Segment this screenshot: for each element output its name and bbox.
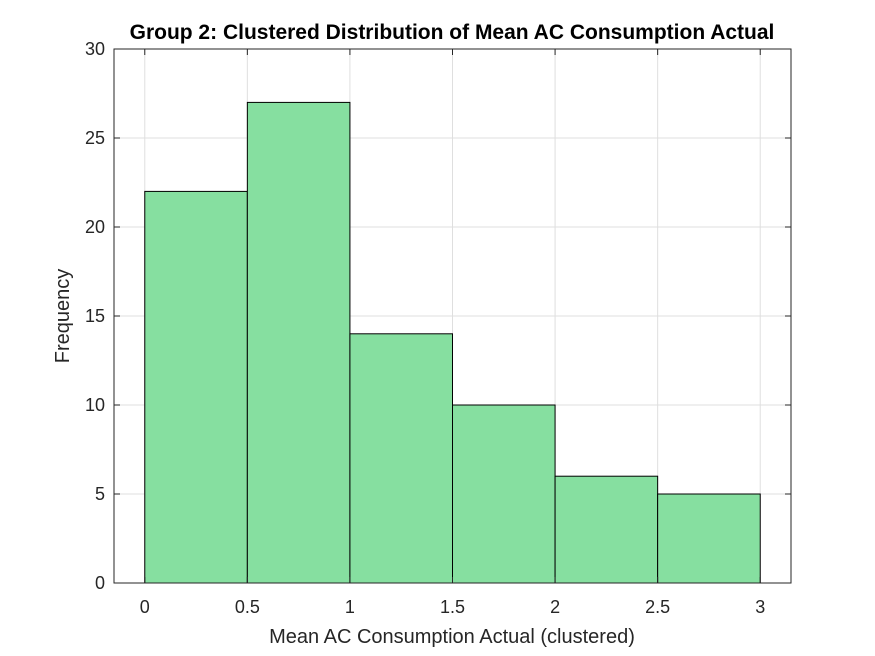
histogram-bar-1 <box>246 101 351 584</box>
histogram-bar-0 <box>144 190 248 584</box>
y-tick-label-0: 0 <box>95 573 105 593</box>
histogram-bar-2 <box>349 333 454 584</box>
histogram-bar-3 <box>452 404 556 584</box>
y-tick-label-5: 25 <box>85 128 105 148</box>
bars-layer <box>144 101 761 584</box>
y-tick-label-1: 5 <box>95 484 105 504</box>
histogram-bar-5 <box>657 493 761 584</box>
y-tick-label-6: 30 <box>85 39 105 59</box>
x-tick-label-3: 1.5 <box>440 597 465 617</box>
y-tick-label-2: 10 <box>85 395 105 415</box>
y-tick-label-4: 20 <box>85 217 105 237</box>
x-tick-label-4: 2 <box>550 597 560 617</box>
x-axis-title: Mean AC Consumption Actual (clustered) <box>269 626 635 648</box>
x-tick-label-5: 2.5 <box>645 597 670 617</box>
x-tick-label-1: 0.5 <box>235 597 260 617</box>
y-tick-label-3: 15 <box>85 306 105 326</box>
x-tick-label-0: 0 <box>140 597 150 617</box>
histogram-bar-4 <box>554 475 659 584</box>
chart-title: Group 2: Clustered Distribution of Mean … <box>130 21 775 44</box>
x-tick-label-2: 1 <box>345 597 355 617</box>
x-tick-label-6: 3 <box>755 597 765 617</box>
y-axis-title: Frequency <box>52 269 74 364</box>
